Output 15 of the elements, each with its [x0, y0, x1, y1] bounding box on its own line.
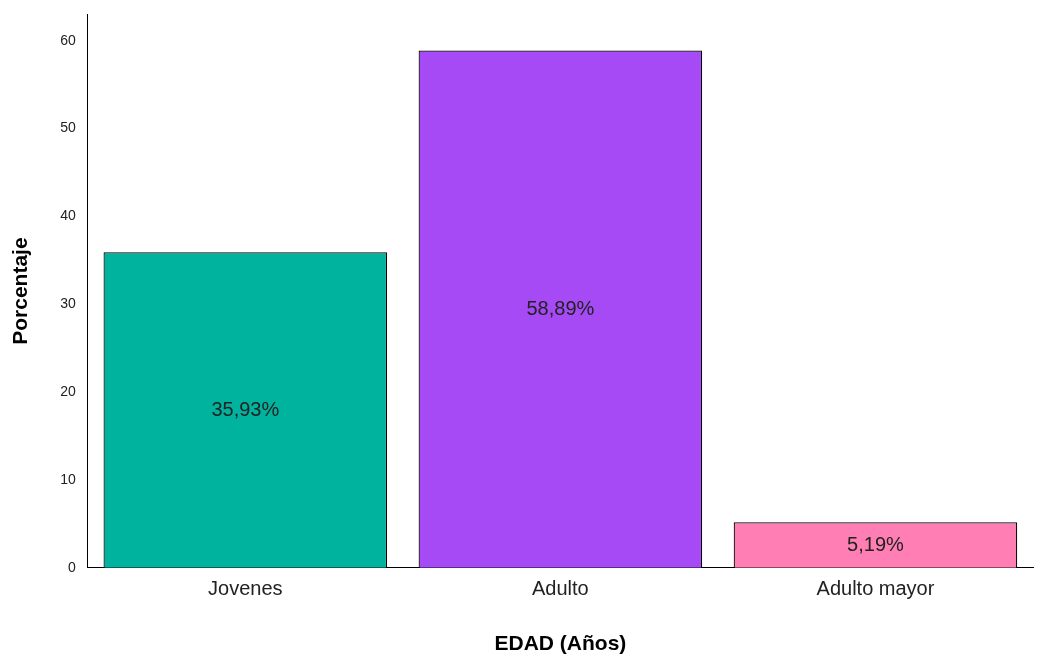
y-tick-label: 50 — [60, 119, 76, 136]
data-label: 5,19% — [847, 532, 905, 555]
x-axis-title: EDAD (Años) — [494, 631, 627, 655]
y-tick-label: 0 — [67, 558, 76, 575]
x-tick-label: Adulto — [532, 577, 589, 600]
x-tick-label: Adulto mayor — [816, 577, 935, 600]
x-tick-label: Jovenes — [208, 577, 283, 600]
y-tick-label: 20 — [60, 382, 76, 399]
data-label: 35,93% — [211, 397, 280, 420]
y-tick-label: 30 — [60, 295, 76, 312]
y-tick-label: 60 — [60, 31, 76, 48]
y-axis-title: Porcentaje — [8, 237, 32, 345]
data-label: 58,89% — [526, 296, 595, 319]
y-tick-label: 10 — [60, 470, 76, 487]
y-tick-label: 40 — [60, 207, 76, 224]
